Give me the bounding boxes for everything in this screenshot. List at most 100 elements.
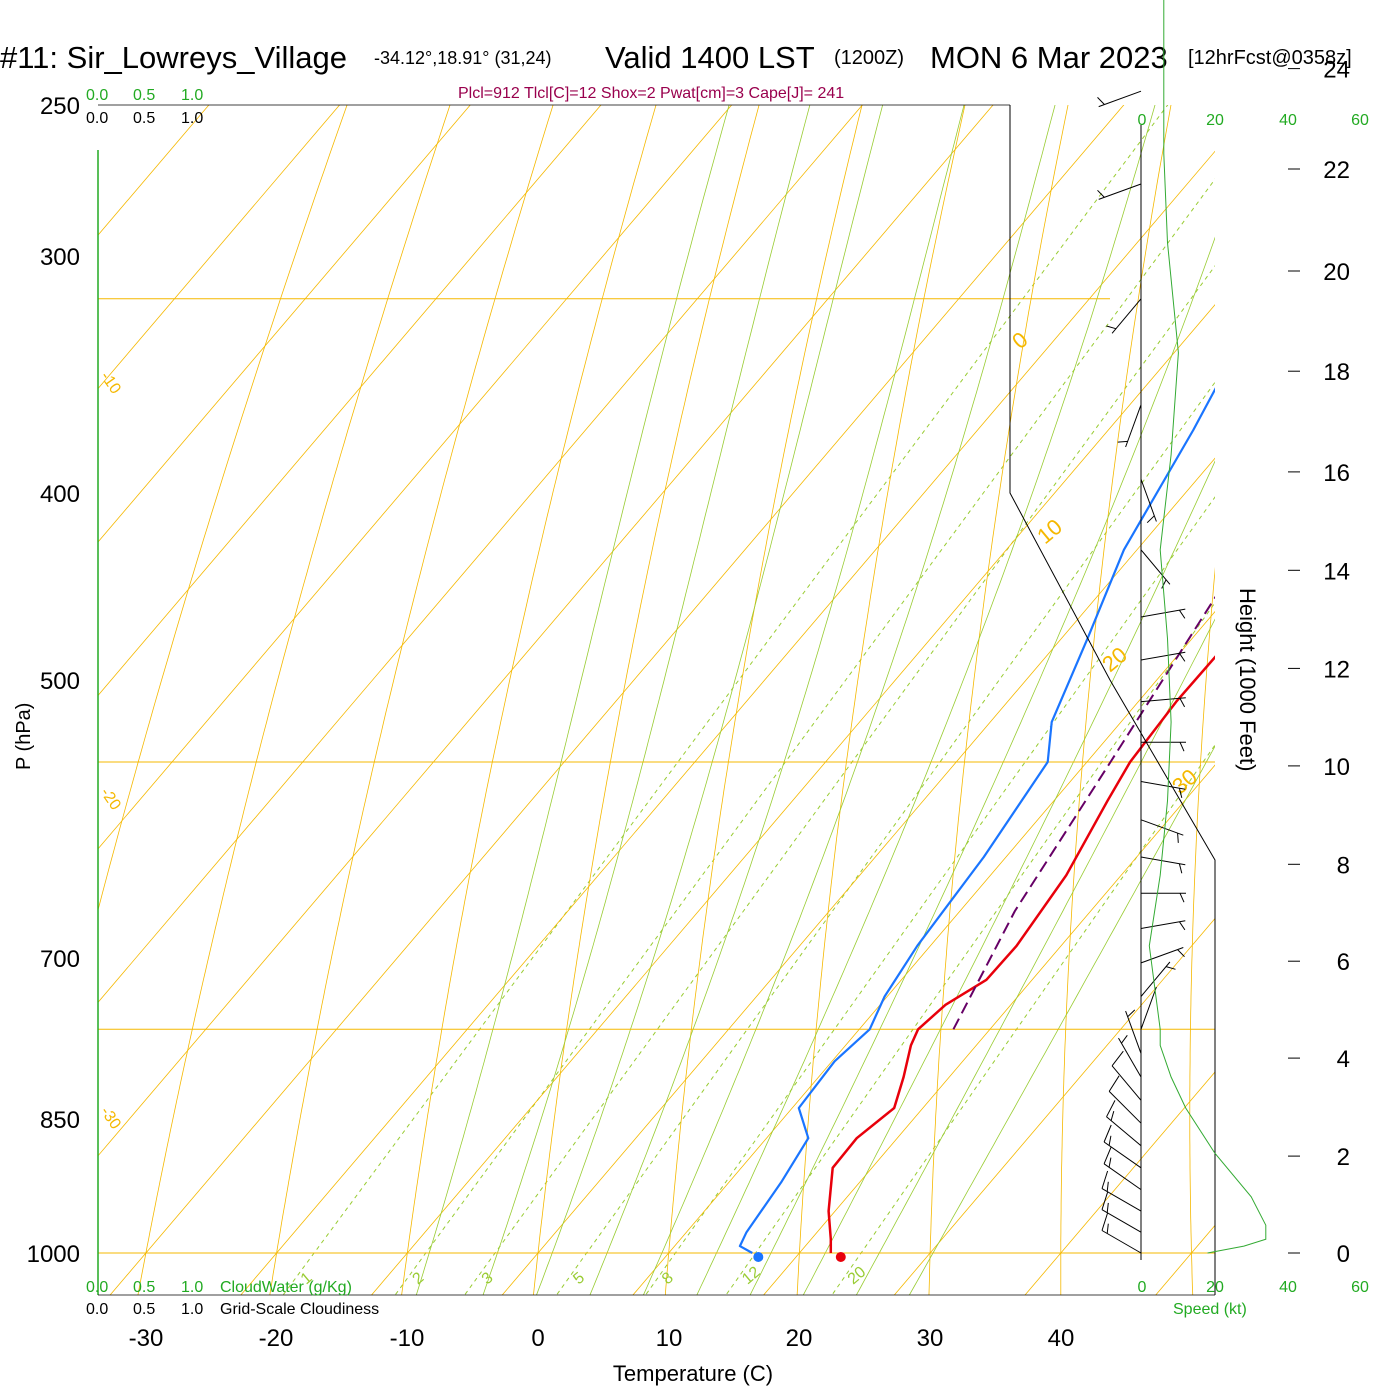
height-tick-0: 0 [1337,1241,1350,1268]
isotherm-label: -10 [97,369,124,398]
dewpoint-trace [738,387,1215,1254]
pressure-tick-500: 500 [40,668,80,695]
isotherm-line [501,457,1215,1295]
station-title: #11: Sir_Lowreys_Village [0,40,347,75]
cloud-water-top-0: 0.0 [86,87,108,104]
parcel-trace [952,595,1215,1030]
wind-barb [1125,1009,1142,1054]
pressure-axis-title: P (hPa) [13,703,35,770]
height-tick-2: 2 [1337,1144,1350,1171]
surface-dewpoint-marker [753,1252,764,1262]
dry-adiabat-line [928,105,1069,1295]
mixing-ratio-label: 20 [845,1264,870,1289]
isotherm-line [240,150,1215,1295]
dry-adiabat-label: 0 [1007,327,1032,354]
mixing-ratio-label: 8 [659,1269,677,1288]
temp-tick-0: 0 [531,1325,544,1352]
pressure-tick-400: 400 [40,481,80,508]
wind-bottom-60: 60 [1351,1279,1369,1296]
isotherm-line [98,105,210,236]
temperature-ticks: -30 -20 -10 0 10 20 30 40 [129,1325,1075,1352]
temp-tick-30: 30 [917,1325,944,1352]
cloud-water-top-05: 0.5 [133,87,155,104]
wind-barb [1101,1191,1142,1233]
temp-tick-m20: -20 [259,1325,294,1352]
zulu-time: (1200Z) [834,47,904,69]
wind-barb [1140,819,1184,843]
wind-barb [1101,1212,1142,1254]
cloud-water-bottom-1: 1.0 [181,1279,203,1296]
wind-barb [1140,479,1157,524]
height-tick-14: 14 [1323,558,1350,585]
cloudiness-label: Grid-Scale Cloudiness [220,1301,379,1318]
sounding-params: Plcl=912 Tlcl[C]=12 Shox=2 Pwat[cm]=3 Ca… [458,85,844,102]
cloud-scale-top: 0.0 0.5 1.0 0.0 0.5 1.0 [86,87,203,127]
height-axis-title: Height (1000 Feet) [1235,588,1260,771]
moist-adiabat-line [855,618,1215,1295]
temp-tick-m10: -10 [390,1325,425,1352]
wind-barb [1101,1170,1142,1212]
cloud-water-bottom-05: 0.5 [133,1279,155,1296]
wind-barb [1141,892,1186,903]
mixing-ratio-label: 5 [570,1269,588,1288]
station-coords: -34.12°,18.91° (31,24) [374,48,552,68]
isotherm-line [109,105,1125,1295]
wind-barb [1111,1050,1142,1101]
isobars [98,298,1215,1254]
wind-speed-ticks-top: 0 20 40 60 [1138,112,1369,129]
wind-barb [1140,856,1186,874]
cloudiness-bottom-05: 0.5 [133,1301,155,1318]
cloudiness-top-0: 0.0 [86,110,108,127]
wind-barb [1118,1035,1142,1078]
dry-adiabat-line [664,105,863,1295]
pressure-tick-300: 300 [40,244,80,271]
dry-adiabat-line [533,105,760,1295]
height-tick-24: 24 [1323,57,1350,84]
valid-time: Valid 1400 LST [605,40,815,75]
height-tick-12: 12 [1323,656,1350,683]
dry-adiabat-line [401,105,657,1295]
mixing-ratio-label: 3 [479,1269,497,1288]
cloud-water-top-1: 1.0 [181,87,203,104]
isotherm-line [98,105,471,543]
height-tick-18: 18 [1323,359,1350,386]
wind-barb [1140,781,1186,799]
valid-date: MON 6 Mar 2023 [930,40,1168,75]
mixing-ratio-label: 2 [409,1269,427,1288]
dry-adiabat-line [1189,566,1215,1295]
isotherm-line [763,764,1215,1295]
pressure-tick-250: 250 [40,93,80,120]
wind-bottom-0: 0 [1138,1279,1147,1296]
isotherm-line [98,105,863,1003]
cloudiness-bottom-1: 1.0 [181,1301,203,1318]
height-tick-6: 6 [1337,949,1350,976]
temp-tick-10: 10 [656,1325,683,1352]
cloud-scale-bottom: 0.0 0.5 1.0 CloudWater (g/Kg) 0.0 0.5 1.… [86,1279,379,1318]
pressure-tick-700: 700 [40,946,80,973]
isotherm-label: -20 [97,785,124,814]
temp-tick-40: 40 [1048,1325,1075,1352]
skewed-isotherms [98,105,1215,1295]
wind-barb [1140,961,1176,997]
wind-barb [1117,404,1142,448]
wind-bottom-40: 40 [1279,1279,1297,1296]
height-tick-22: 22 [1323,157,1350,184]
wind-barb [1097,90,1142,108]
isotherm-line [98,105,733,850]
dry-adiabat-label: 30 [1167,764,1202,799]
wind-barb [1097,183,1142,200]
moist-adiabat-line [802,460,1215,1295]
height-tick-10: 10 [1323,754,1350,781]
plot-area [98,105,1215,1295]
moist-adiabat-line [908,745,1215,1295]
moist-adiabat-line [643,105,1056,1295]
dry-adiabat-label: 20 [1097,642,1132,677]
wind-barb [1140,920,1186,931]
mixing-ratio-line [282,105,1169,1295]
mixing-ratio-label: 12 [739,1264,764,1289]
pressure-tick-850: 850 [40,1107,80,1134]
sounding-traces [738,387,1215,1254]
temp-tick-m30: -30 [129,1325,164,1352]
